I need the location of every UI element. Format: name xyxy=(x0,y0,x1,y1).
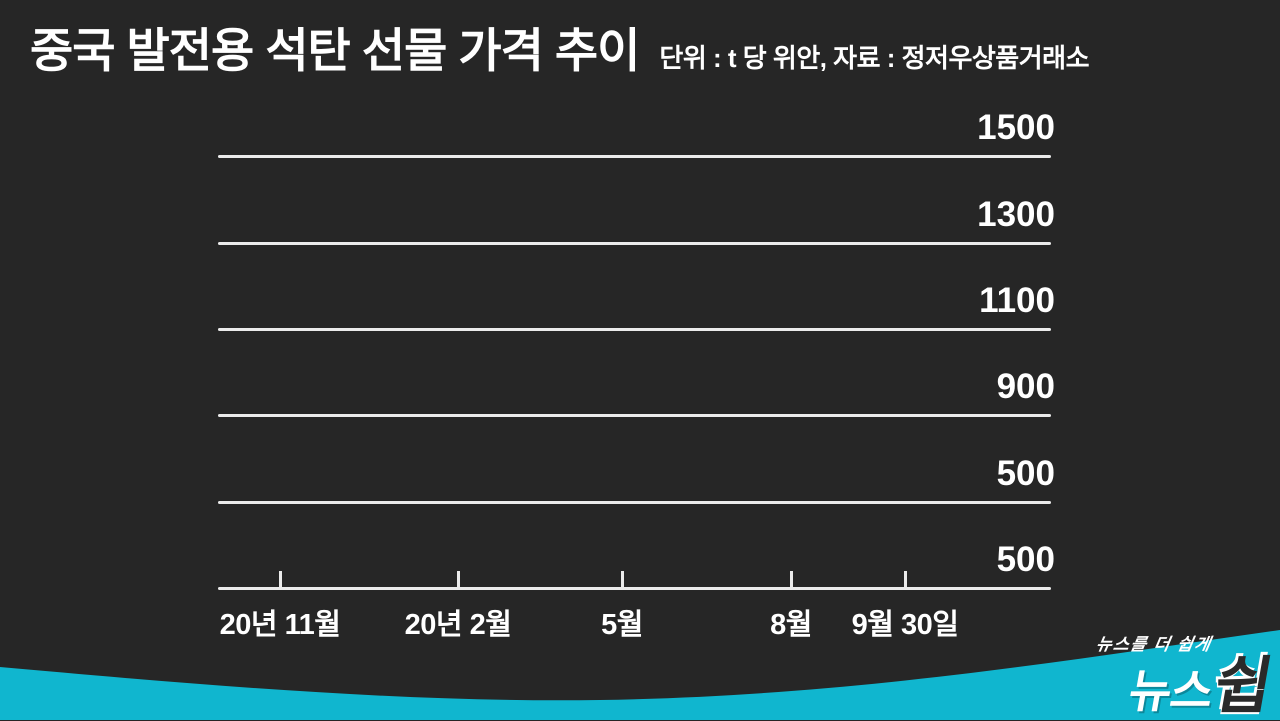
gridline xyxy=(218,414,1051,417)
x-axis-label: 8월 xyxy=(770,609,812,641)
x-axis-label: 20년 2월 xyxy=(404,609,512,641)
page-title: 중국 발전용 석탄 선물 가격 추이 xyxy=(30,24,640,77)
y-axis-label: 1500 xyxy=(977,108,1055,147)
footer-wave-decoration xyxy=(0,630,1280,720)
unit-source-note: 단위 : t 당 위안, 자료 : 정저우상품거래소 xyxy=(659,43,1089,73)
brand-wordmark-suffix: 쉽 xyxy=(1208,652,1278,721)
brand-tagline: 뉴스를 더 쉽게 xyxy=(1094,635,1213,654)
x-axis-tick xyxy=(457,571,460,587)
wave-shape xyxy=(0,630,1280,720)
x-axis-tick xyxy=(279,571,282,587)
header: 중국 발전용 석탄 선물 가격 추이 단위 : t 당 위안, 자료 : 정저우… xyxy=(30,12,1260,81)
x-axis-tick xyxy=(790,571,793,587)
brand-wordmark: 뉴스 쉽 xyxy=(1083,652,1278,721)
gridline xyxy=(218,155,1051,158)
x-axis-label: 9월 30일 xyxy=(851,609,959,641)
gridline xyxy=(218,501,1051,504)
y-axis-label: 900 xyxy=(996,367,1055,406)
brand-wordmark-prefix: 뉴스 xyxy=(1124,665,1217,717)
y-axis-label: 500 xyxy=(996,540,1055,579)
y-axis-label: 1300 xyxy=(977,195,1055,234)
x-axis-line xyxy=(218,587,1051,590)
x-axis-tick xyxy=(904,571,907,587)
gridline xyxy=(218,328,1051,331)
y-axis-label: 1100 xyxy=(979,281,1055,320)
brand-logo: 뉴스를 더 쉽게 뉴스 쉽 xyxy=(1083,630,1280,721)
x-axis-label: 5월 xyxy=(601,609,643,641)
x-axis-label: 20년 11월 xyxy=(219,609,341,641)
gridline xyxy=(218,242,1051,245)
x-axis-tick xyxy=(621,571,624,587)
y-axis-label: 500 xyxy=(996,454,1055,493)
